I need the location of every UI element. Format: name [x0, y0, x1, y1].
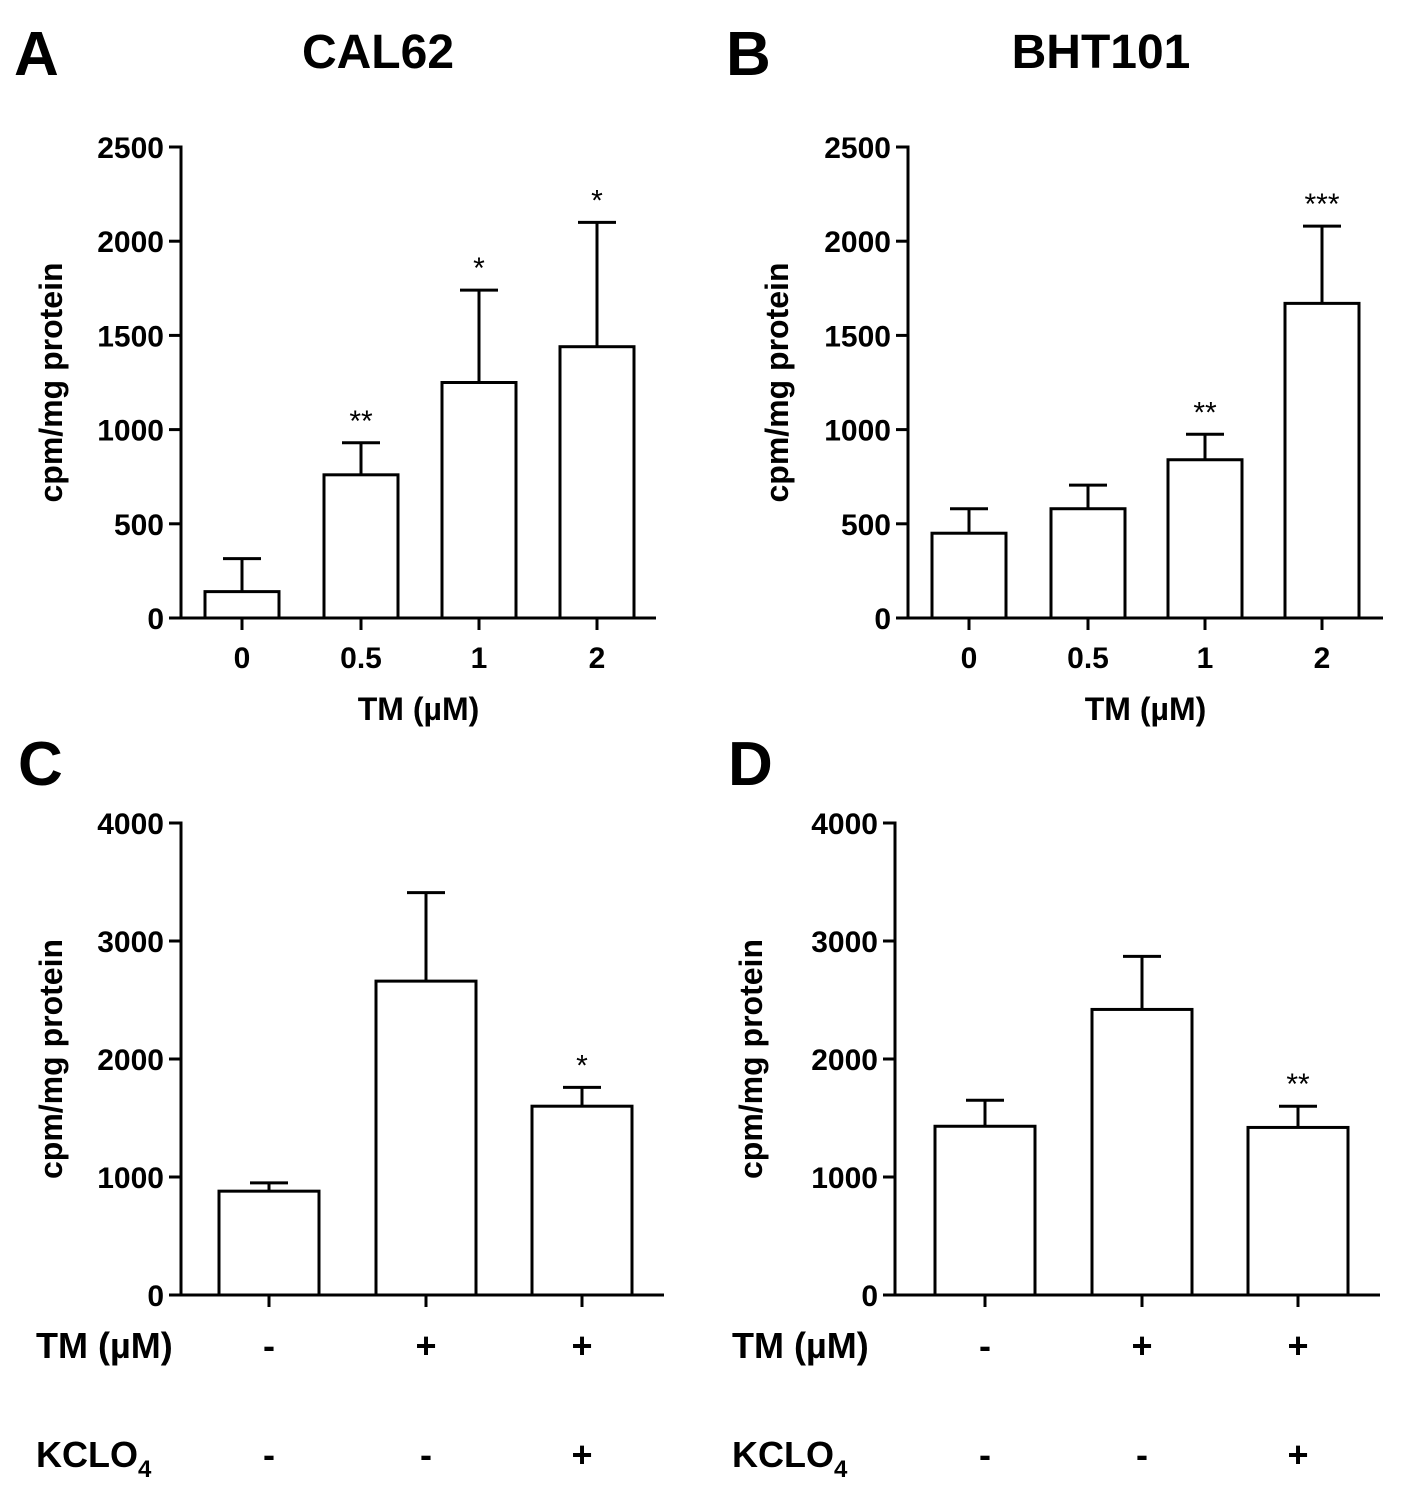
- y-axis-title: cpm/mg protein: [733, 939, 769, 1179]
- bar: [322, 473, 400, 620]
- y-axis-title: cpm/mg protein: [33, 939, 69, 1179]
- bar: [1049, 507, 1127, 620]
- panel-letter: D: [728, 730, 773, 799]
- y-tick-label: 2000: [97, 226, 164, 259]
- panel-letter: A: [14, 20, 59, 89]
- chart-panel-a: A CAL62 0 500 1000 1500 2000 2500 cpm/mg protein…: [14, 20, 656, 727]
- chart-panel-d: D 0 1000 2000 3000 4000 cpm/mg protein ** TM (µM…: [728, 730, 1380, 1483]
- condition-row-label: KCLO4: [36, 1434, 152, 1483]
- bar: [558, 345, 636, 620]
- bar: [930, 531, 1008, 620]
- y-tick-label: 500: [841, 509, 891, 542]
- condition-row-label: TM (µM): [36, 1325, 173, 1366]
- y-tick-label: 2500: [97, 132, 164, 165]
- bar: [374, 979, 478, 1297]
- y-tick-label: 2000: [811, 1044, 878, 1077]
- x-axis-title: TM (µM): [1085, 691, 1207, 727]
- y-tick-label: 1000: [97, 1162, 164, 1195]
- y-tick-label: 500: [114, 509, 164, 542]
- y-tick-label: 3000: [97, 926, 164, 959]
- condition-symbol: +: [1287, 1434, 1308, 1475]
- significance-label: **: [1286, 1068, 1310, 1101]
- condition-row-label-text: KCLO: [732, 1434, 834, 1475]
- condition-symbol: -: [979, 1325, 991, 1366]
- condition-symbol: -: [979, 1434, 991, 1475]
- y-axis-title: cpm/mg protein: [33, 262, 69, 502]
- bar: [933, 1124, 1037, 1297]
- x-tick-label: 1: [471, 642, 488, 675]
- bar: [1166, 458, 1244, 620]
- bar: [440, 381, 518, 620]
- y-tick-label: 0: [861, 1280, 878, 1313]
- significance-label: *: [576, 1049, 588, 1082]
- y-tick-label: 0: [147, 1280, 164, 1313]
- chart-title: BHT101: [1012, 26, 1191, 79]
- x-axis-title: TM (µM): [358, 691, 480, 727]
- y-tick-label: 1000: [824, 415, 891, 448]
- condition-row-label: KCLO4: [732, 1434, 848, 1483]
- condition-row-label-text: TM (µM): [732, 1325, 869, 1366]
- y-tick-label: 3000: [811, 926, 878, 959]
- y-tick-label: 1500: [97, 320, 164, 353]
- condition-symbol: -: [1136, 1434, 1148, 1475]
- condition-row-label-text: KCLO: [36, 1434, 138, 1475]
- y-tick-label: 0: [874, 603, 891, 636]
- y-tick-label: 0: [147, 603, 164, 636]
- chart-panel-c: C 0 1000 2000 3000 4000 cpm/mg protein * TM (µM)…: [18, 730, 664, 1483]
- condition-row-label-subscript: 4: [138, 1456, 152, 1483]
- condition-symbol: +: [1287, 1325, 1308, 1366]
- y-tick-label: 2000: [97, 1044, 164, 1077]
- significance-label: *: [591, 184, 603, 217]
- x-tick-label: 2: [1314, 642, 1331, 675]
- panel-letter: C: [18, 730, 63, 799]
- bar: [203, 590, 281, 620]
- condition-row-label-text: TM (µM): [36, 1325, 173, 1366]
- condition-symbol: -: [263, 1434, 275, 1475]
- significance-label: ***: [1304, 188, 1339, 221]
- y-tick-label: 1000: [811, 1162, 878, 1195]
- significance-label: **: [349, 405, 373, 438]
- condition-symbol: +: [571, 1434, 592, 1475]
- y-tick-label: 1000: [97, 415, 164, 448]
- x-tick-label: 0.5: [340, 642, 382, 675]
- condition-symbol: +: [415, 1325, 436, 1366]
- x-tick-label: 2: [589, 642, 606, 675]
- significance-label: **: [1193, 396, 1217, 429]
- chart-panel-b: B BHT101 0 500 1000 1500 2000 2500 cpm/mg protei…: [726, 20, 1383, 727]
- chart-title: CAL62: [302, 26, 454, 79]
- condition-symbol: +: [1131, 1325, 1152, 1366]
- y-tick-label: 1500: [824, 320, 891, 353]
- condition-symbol: -: [263, 1325, 275, 1366]
- x-tick-label: 0: [234, 642, 251, 675]
- y-tick-label: 2000: [824, 226, 891, 259]
- panel-letter: B: [726, 20, 771, 89]
- y-tick-label: 4000: [97, 808, 164, 841]
- y-axis-title: cpm/mg protein: [759, 262, 795, 502]
- bar: [530, 1104, 634, 1297]
- x-tick-label: 0.5: [1067, 642, 1109, 675]
- condition-row-label: TM (µM): [732, 1325, 869, 1366]
- significance-label: *: [473, 252, 485, 285]
- bar: [1246, 1125, 1350, 1297]
- condition-symbol: +: [571, 1325, 592, 1366]
- bar: [1283, 301, 1361, 620]
- bar: [1090, 1007, 1194, 1297]
- condition-symbol: -: [420, 1434, 432, 1475]
- y-tick-label: 4000: [811, 808, 878, 841]
- x-tick-label: 0: [961, 642, 978, 675]
- condition-row-label-subscript: 4: [834, 1456, 848, 1483]
- y-tick-label: 2500: [824, 132, 891, 165]
- x-tick-label: 1: [1197, 642, 1214, 675]
- bar: [217, 1189, 321, 1297]
